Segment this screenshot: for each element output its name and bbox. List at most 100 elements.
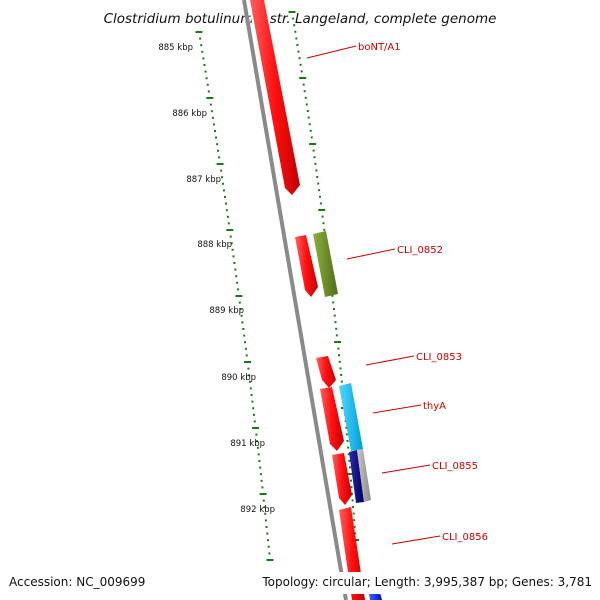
outer-tick <box>335 327 338 330</box>
inner-tick <box>225 202 227 205</box>
label-cli-0855[interactable]: CLI_0855 <box>432 461 478 472</box>
inner-tick <box>218 156 221 159</box>
inner-tick <box>247 367 250 370</box>
inner-tick-ring <box>195 31 274 561</box>
inner-tick <box>235 295 243 297</box>
outer-tick <box>322 222 325 225</box>
inner-tick <box>253 413 255 416</box>
inner-tick <box>261 486 264 489</box>
label-cli-0856[interactable]: CLI_0856 <box>442 532 488 543</box>
inner-tick <box>224 196 226 198</box>
inner-tick <box>210 110 213 113</box>
inner-tick <box>267 545 270 548</box>
inner-tick <box>257 453 260 456</box>
label-leaders <box>306 45 441 545</box>
outer-tick <box>321 215 324 218</box>
inner-tick <box>244 361 251 363</box>
forward-strand-genes <box>250 0 365 600</box>
outer-tick <box>306 110 309 112</box>
outer-tick <box>310 136 313 139</box>
gene-cli-0855-gray[interactable] <box>357 449 371 502</box>
outer-tick <box>317 182 320 185</box>
inner-tick <box>252 407 255 410</box>
inner-tick <box>220 169 223 172</box>
inner-tick <box>241 321 244 324</box>
outer-tick <box>340 380 343 383</box>
outer-tick <box>293 24 296 27</box>
label-thya[interactable]: thyA <box>423 401 446 412</box>
outer-tick <box>339 367 342 370</box>
outer-tick <box>318 209 326 211</box>
gene-red-888[interactable] <box>295 235 318 297</box>
inner-tick <box>242 328 245 330</box>
outer-tick <box>350 479 352 482</box>
inner-tick <box>249 380 251 383</box>
outer-tick <box>319 202 322 205</box>
inner-tick <box>259 466 262 469</box>
outer-tick <box>319 195 321 198</box>
inner-tick <box>258 460 261 462</box>
inner-tick <box>245 354 248 357</box>
outer-tick <box>348 466 351 469</box>
map-title: Clostridium botulinum F str. Langeland, … <box>104 11 497 27</box>
gene-cli-0855-navy[interactable] <box>349 450 364 503</box>
outer-tick <box>338 354 341 357</box>
outer-tick <box>333 314 336 317</box>
outer-tick <box>296 44 299 46</box>
gene-bonta1[interactable] <box>250 0 300 195</box>
gene-red-890[interactable] <box>320 387 344 451</box>
inner-tick <box>256 440 259 443</box>
ruler-label-889: 889 kbp <box>209 306 244 316</box>
inner-tick <box>231 248 234 251</box>
inner-tick <box>266 532 269 535</box>
footer-left-bg <box>0 572 160 594</box>
label-cli-0853[interactable]: CLI_0853 <box>416 352 462 363</box>
outer-tick <box>334 321 337 324</box>
gene-cli-0853[interactable] <box>316 356 336 388</box>
genome-stats-text: Topology: circular; Length: 3,995,387 bp… <box>261 575 592 589</box>
gene-blue-edge[interactable] <box>369 593 382 600</box>
outer-tick <box>352 506 355 508</box>
other-genes <box>313 231 382 600</box>
gene-red-891[interactable] <box>332 453 352 505</box>
outer-tick <box>302 83 305 86</box>
footer-right-bg <box>258 572 600 594</box>
outer-tick <box>354 532 357 535</box>
inner-tick <box>199 37 202 40</box>
outer-tick <box>299 63 302 66</box>
outer-tick <box>331 294 334 297</box>
outer-tick <box>345 426 348 429</box>
inner-tick <box>238 301 241 304</box>
outer-tick <box>307 116 310 119</box>
outer-tick <box>288 11 296 13</box>
inner-tick <box>267 539 269 542</box>
outer-tick <box>295 37 298 40</box>
inner-tick <box>209 103 212 106</box>
gene-thya[interactable] <box>339 383 363 451</box>
outer-tick <box>353 525 356 528</box>
inner-tick <box>244 347 247 350</box>
inner-tick <box>225 209 228 212</box>
inner-tick <box>195 31 203 33</box>
inner-tick <box>259 493 267 495</box>
outer-tick <box>292 17 295 20</box>
inner-tick <box>264 512 267 515</box>
outer-tick <box>347 446 350 449</box>
inner-tick <box>262 499 265 502</box>
outer-tick <box>340 374 343 376</box>
gene-cli-0852[interactable] <box>313 231 338 297</box>
inner-tick <box>244 341 246 344</box>
ruler-labels: 885 kbp 886 kbp 887 kbp 888 kbp 889 kbp … <box>158 43 275 515</box>
inner-tick <box>223 189 225 192</box>
inner-tick <box>240 314 243 317</box>
inner-tick <box>264 519 267 522</box>
inner-tick <box>200 44 203 47</box>
outer-tick <box>298 57 301 60</box>
outer-tick <box>297 50 300 53</box>
outer-tick <box>352 512 355 515</box>
label-bonta1[interactable]: boNT/A1 <box>358 42 401 53</box>
label-cli-0852[interactable]: CLI_0852 <box>397 245 443 256</box>
ruler-label-886: 886 kbp <box>172 109 207 119</box>
